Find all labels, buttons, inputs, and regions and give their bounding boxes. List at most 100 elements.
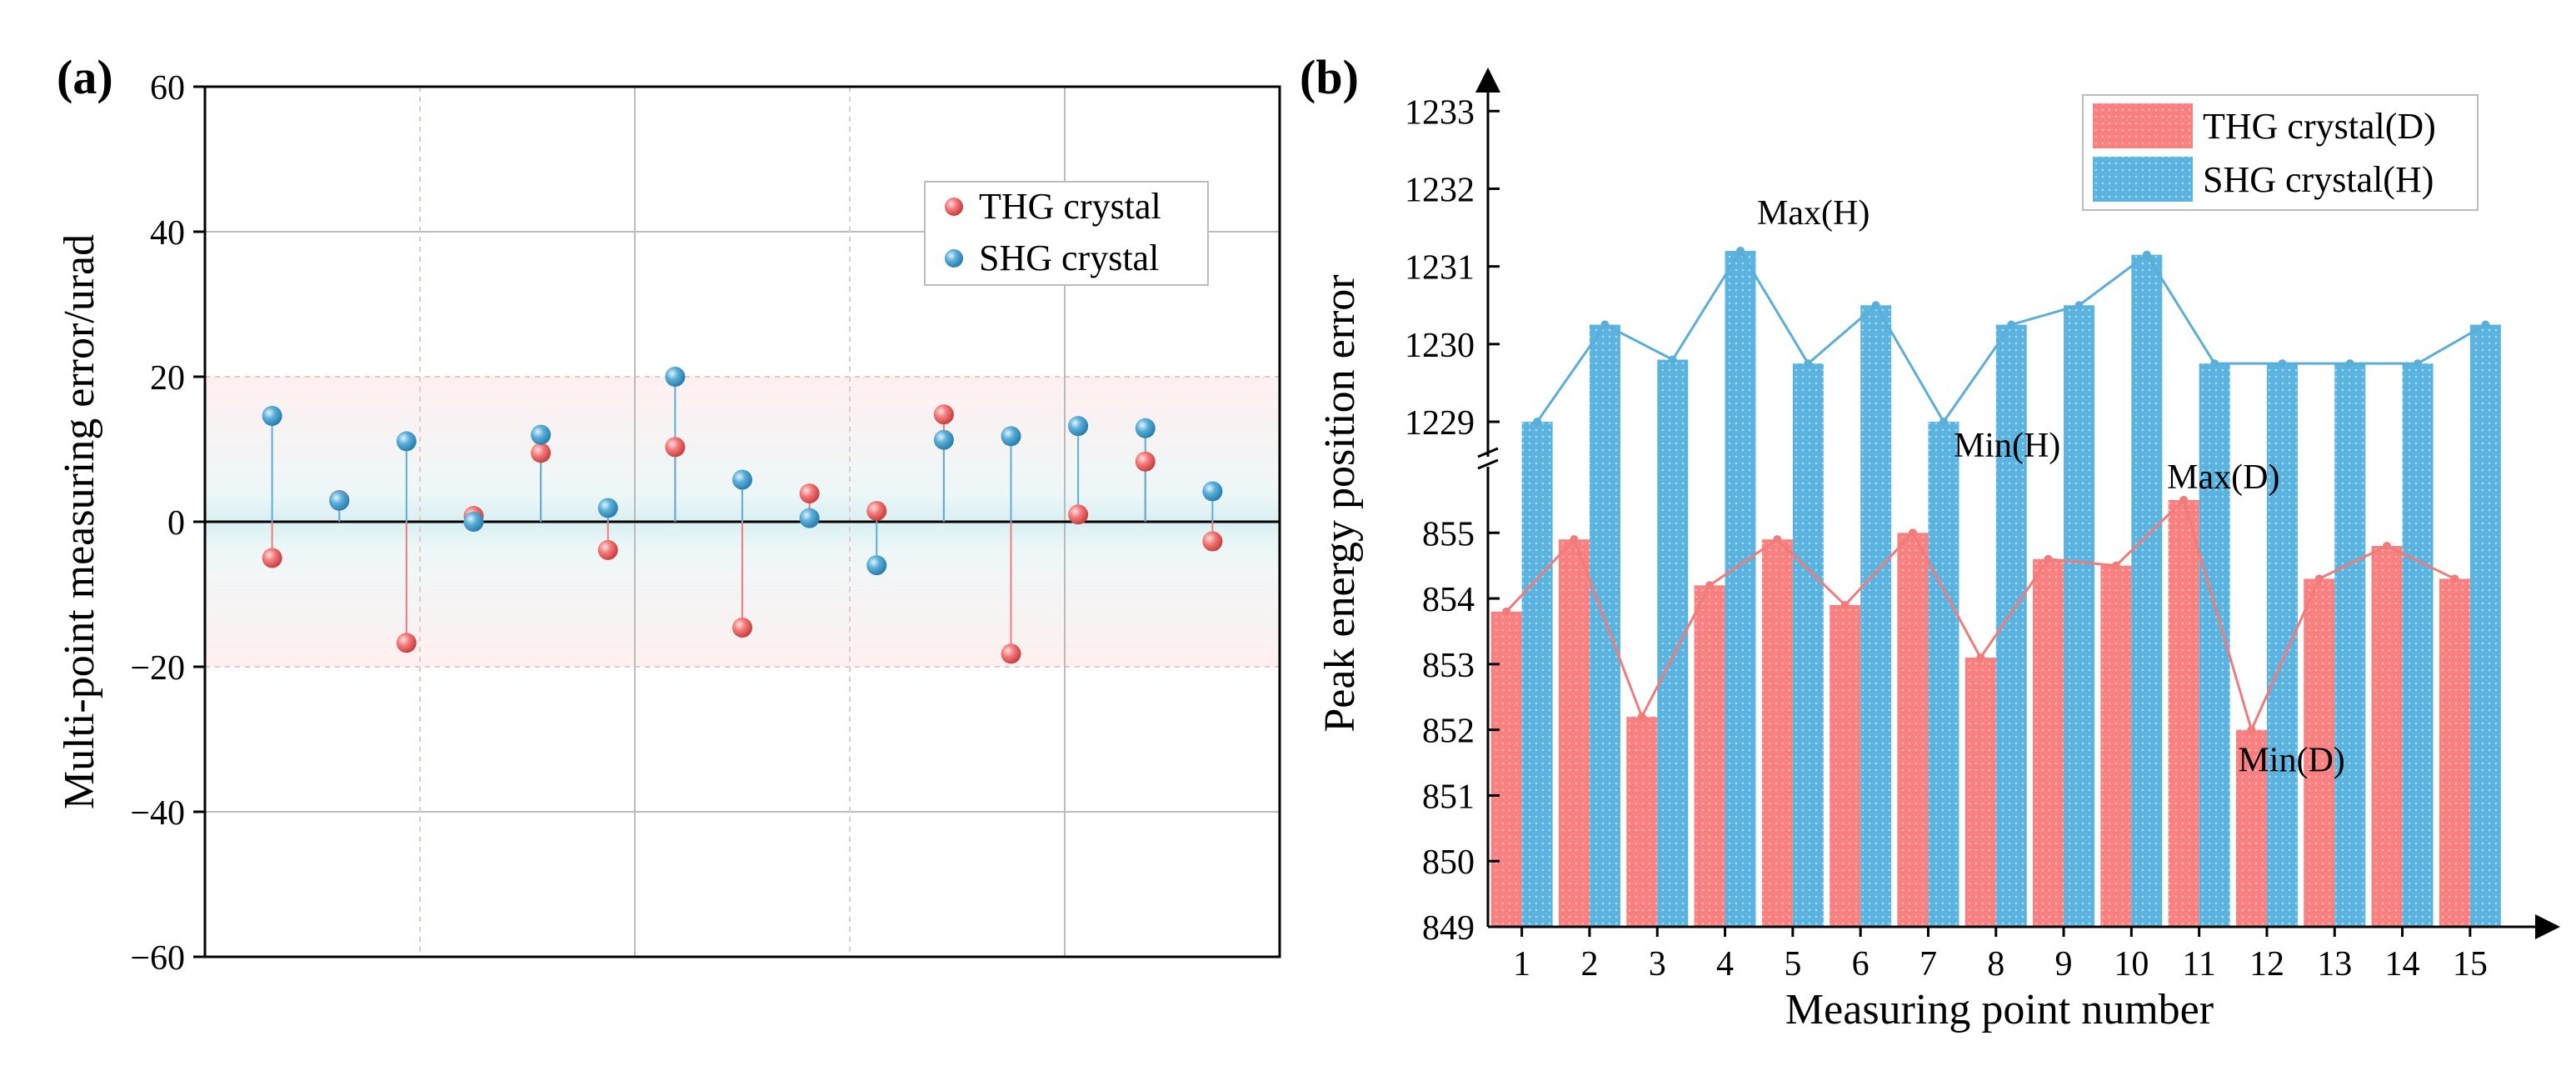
- thg-crystal-d-bar: [1490, 611, 1522, 927]
- shg-crystal-point: [1135, 418, 1156, 438]
- thg-crystal-d-point: [2044, 554, 2053, 563]
- shg-crystal-h-bar: [1860, 305, 1892, 927]
- thg-crystal-d-bar: [2439, 578, 2470, 927]
- shg-crystal-h-point: [1668, 355, 1677, 364]
- thg-crystal-point: [933, 404, 954, 425]
- panel-b-y-tick-label: 852: [1422, 713, 1475, 751]
- shg-crystal-point: [665, 367, 686, 387]
- shg-crystal-h-point: [2007, 320, 2016, 329]
- panel-b-x-tick-label: 13: [2317, 945, 2352, 983]
- thg-crystal-point: [1202, 531, 1223, 552]
- panel-b-label: (b): [1300, 50, 1359, 104]
- panel-a-y-tick-label: −40: [130, 794, 185, 833]
- panel-b-x-tick-label: 11: [2182, 945, 2215, 983]
- thg-crystal-d-point: [2247, 725, 2256, 734]
- thg-crystal-point: [1068, 504, 1089, 525]
- shg-crystal-point: [866, 555, 887, 576]
- panel-b-x-tick-label: 6: [1852, 945, 1870, 983]
- shg-crystal-h-bar: [1995, 324, 2027, 927]
- thg-crystal-d-bar: [1626, 716, 1658, 927]
- thg-crystal-point: [597, 539, 618, 560]
- thg-crystal-d-point: [2111, 561, 2120, 570]
- panel-a-y-tick-label: 20: [150, 359, 185, 398]
- thg-crystal-d-bar: [1558, 539, 1590, 927]
- annotation-label: Min(D): [2238, 742, 2344, 780]
- legend-shg-crystal-marker: [945, 249, 963, 268]
- thg-crystal-point: [866, 500, 887, 521]
- thg-crystal-d-bar: [1761, 539, 1793, 927]
- panel-b-annotations: Max(H) Min(H) Max(D) Min(D): [1757, 194, 2345, 780]
- annotation-label: Max(D): [2167, 458, 2279, 497]
- panel-b-x-tick-label: 7: [1920, 945, 1937, 983]
- thg-crystal-d-bar: [1830, 604, 1861, 927]
- panel-b-lines: [1502, 247, 2490, 734]
- thg-crystal-d-point: [1840, 600, 1850, 609]
- thg-crystal-point: [1135, 451, 1156, 472]
- legend-shg-crystal-label: SHG crystal: [979, 238, 1159, 278]
- panel-b-x-tick-label: 8: [1987, 945, 2004, 983]
- panel-b-y-tick-label: 854: [1422, 581, 1475, 619]
- thg-crystal-d-bar: [2304, 578, 2335, 927]
- shg-crystal-h-bar: [1589, 324, 1620, 927]
- shg-crystal-h-point: [2210, 359, 2219, 368]
- annotation-label: Max(H): [1757, 194, 1870, 233]
- panel-a-y-tick-label: −20: [130, 649, 185, 688]
- thg-crystal-d-bar: [1897, 533, 1929, 927]
- shg-crystal-point: [1202, 481, 1223, 502]
- panel-b-x-tick-label: 14: [2385, 945, 2420, 983]
- shg-crystal-h-bar: [1725, 251, 1756, 928]
- panel-b-y-tick-label: 1229: [1405, 404, 1475, 443]
- shg-crystal-h-point: [1533, 418, 1542, 427]
- panel-b-x-tick-label: 10: [2114, 945, 2149, 983]
- thg-crystal-point: [531, 443, 552, 463]
- legend-thg-crystal-d-swatch: [2093, 103, 2193, 148]
- thg-crystal-d-bar: [1964, 657, 1996, 927]
- thg-crystal-d-bar: [2033, 558, 2064, 927]
- shg-crystal-h-bar: [2266, 363, 2298, 927]
- panel-a-y-tick-label: 40: [150, 214, 185, 253]
- shg-crystal-h-point: [2414, 359, 2423, 368]
- shg-crystal-point: [329, 490, 350, 511]
- panel-b-y-ticks: 849 850 851 852 853 854 855 1229 1230 1231 1232 123…: [1405, 93, 1500, 948]
- shg-crystal-h-bar: [2064, 305, 2095, 927]
- thg-crystal-d-bar: [2235, 729, 2267, 927]
- shg-crystal-point: [732, 469, 752, 490]
- thg-crystal-d-point: [1976, 653, 1985, 662]
- shg-crystal-point: [933, 429, 954, 450]
- legend-thg-crystal-marker: [945, 198, 963, 216]
- shg-crystal-h-point: [1736, 247, 1745, 256]
- panel-b-y-tick-label: 851: [1422, 778, 1475, 816]
- shg-crystal-h-bar: [2402, 363, 2434, 927]
- thg-crystal-d-point: [1570, 535, 1579, 544]
- shg-crystal-h-bar: [1928, 422, 1959, 927]
- panel-a-y-tick-label: 0: [167, 504, 185, 543]
- panel-b-x-tick-label: 9: [2055, 945, 2073, 983]
- thg-crystal-point: [262, 548, 282, 568]
- panel-b-x-ticks: 1 2 3 4 5 6 7 8 9 10 11 12 13 14 15: [1513, 927, 2488, 983]
- panel-a-y-ticks: −60 −40 −20 0 20 40 60: [130, 69, 205, 978]
- thg-crystal-point: [799, 483, 820, 504]
- panel-b-y-tick-label: 849: [1422, 909, 1475, 948]
- panel-b-axis-break: [1477, 447, 1499, 470]
- panel-a: (a) −60 −40 −20 0 20 40 60 Multi-point measuri…: [56, 50, 1281, 978]
- thg-crystal-d-bar: [1694, 585, 1725, 927]
- panel-b-legend: THG crystal(D) SHG crystal(H): [2082, 94, 2479, 211]
- shg-crystal-point: [531, 424, 552, 445]
- panel-b-bars: [1490, 251, 2501, 928]
- shg-crystal-h-bar: [2131, 254, 2163, 927]
- thg-crystal-d-point: [2179, 495, 2189, 504]
- legend-shg-crystal-h-label: SHG crystal(H): [2203, 159, 2434, 200]
- shg-crystal-h-bar: [1792, 363, 1824, 927]
- shg-crystal-point: [799, 508, 820, 528]
- panel-a-legend-box: [924, 181, 1209, 286]
- thg-crystal-point: [1001, 643, 1021, 664]
- legend-shg-crystal-h-swatch: [2093, 157, 2193, 202]
- panel-b-x-tick-label: 1: [1513, 945, 1530, 983]
- panel-b-y-tick-label: 850: [1422, 843, 1475, 882]
- thg-crystal-d-point: [2383, 542, 2392, 551]
- shg-crystal-point: [1068, 416, 1089, 437]
- thg-crystal-d-bar: [2100, 565, 2132, 927]
- panel-a-y-tick-label: 60: [150, 69, 185, 108]
- panel-b-x-tick-label: 3: [1649, 945, 1666, 983]
